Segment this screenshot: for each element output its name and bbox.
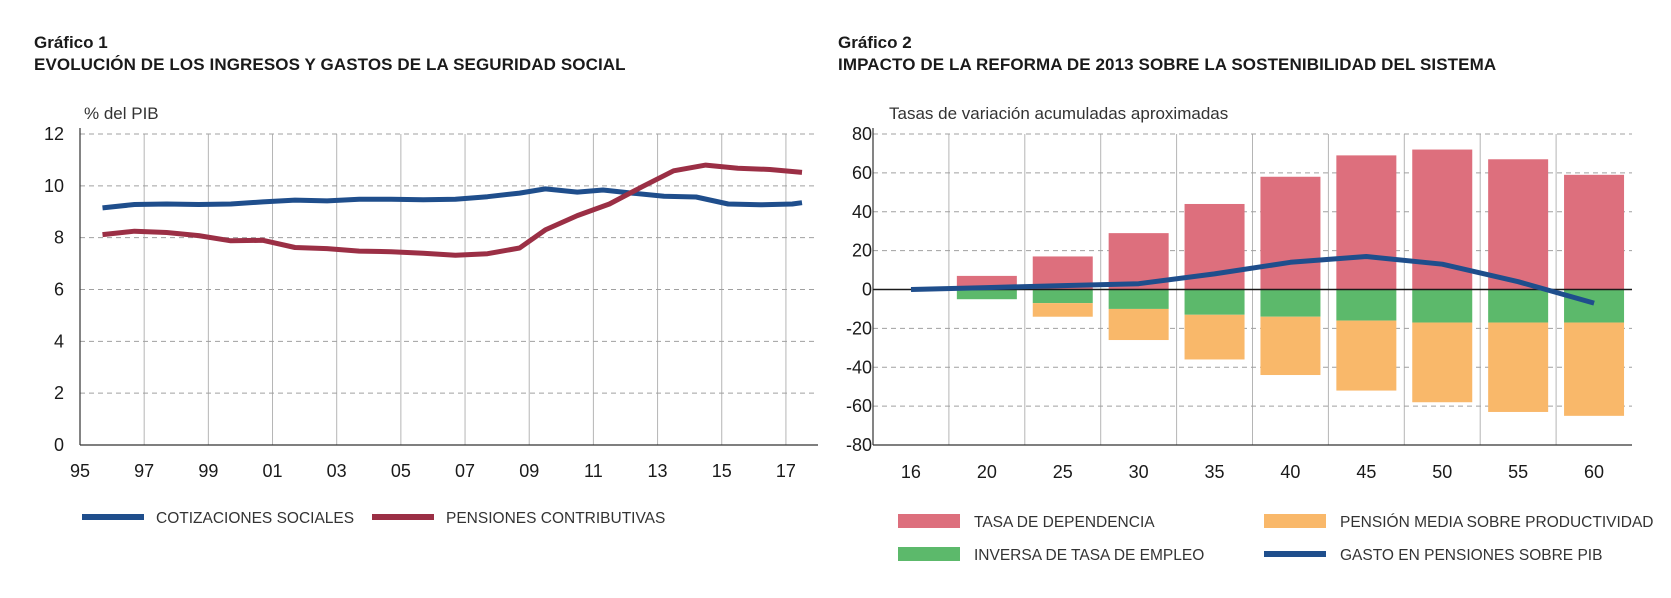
chart2-x-tick-label: 25 — [1053, 462, 1073, 482]
chart2-legend-label: PENSIÓN MEDIA SOBRE PRODUCTIVIDAD — [1340, 514, 1654, 531]
chart2-y-tick-label: 80 — [852, 124, 872, 144]
chart2-bar-empleo — [1032, 289, 1093, 304]
chart2-y-tick-label: 20 — [852, 241, 872, 261]
chart2-y-tick-label: 0 — [862, 280, 872, 300]
chart2-bar-productividad — [1260, 316, 1321, 376]
chart1-x-tick-label: 03 — [327, 461, 347, 481]
chart2-bar-dependencia — [1336, 155, 1397, 290]
chart1-x-tick-label: 11 — [584, 461, 603, 481]
chart2-title: IMPACTO DE LA REFORMA DE 2013 SOBRE LA S… — [838, 55, 1497, 74]
chart2-y-tick-label: 40 — [852, 202, 872, 222]
chart2-x-tick-label: 35 — [1205, 462, 1225, 482]
chart2-x-tick-label: 20 — [977, 462, 997, 482]
chart2-bar-dependencia — [1564, 174, 1625, 290]
chart1-header: Gráfico 1 EVOLUCIÓN DE LOS INGRESOS Y GA… — [34, 32, 626, 76]
chart2-bar-empleo — [1488, 289, 1549, 323]
chart1-y-tick-label: 6 — [54, 280, 64, 300]
chart2-bar-productividad — [1184, 314, 1245, 360]
chart1-x-tick-label: 13 — [648, 461, 668, 481]
chart2-x-tick-label: 60 — [1584, 462, 1604, 482]
chart1-y-tick-label: 12 — [44, 124, 64, 144]
chart2-legend-label: TASA DE DEPENDENCIA — [974, 514, 1155, 531]
chart2-legend-swatch — [898, 514, 960, 528]
chart1-legend-swatch — [372, 514, 434, 520]
chart2-y-tick-label: -40 — [846, 357, 872, 377]
chart1-line-chart: 0 2 4 6 8 10 12 95 97 99 01 03 05 07 09 11 13 15 17 % del P… — [44, 104, 818, 527]
chart1-legend-swatch — [82, 514, 144, 520]
chart2-x-tick-label: 45 — [1356, 462, 1376, 482]
chart1-x-tick-label: 01 — [263, 461, 283, 481]
chart1-x-tick-label: 07 — [455, 461, 475, 481]
chart2-series-line-gasto — [910, 254, 1595, 306]
chart1-x-tick-label: 17 — [776, 461, 796, 481]
chart2-x-tick-label: 16 — [901, 462, 921, 482]
chart1-y-tick-label: 0 — [54, 435, 64, 455]
chart1-y-tick-label: 8 — [54, 228, 64, 248]
chart1-x-tick-label: 05 — [391, 461, 411, 481]
chart2-y-tick-label: 60 — [852, 163, 872, 183]
chart2-bar-empleo — [1260, 289, 1321, 317]
chart2-bar-productividad — [1488, 322, 1549, 412]
chart2-y-tick-label: -20 — [846, 318, 872, 338]
chart2-legend-label: GASTO EN PENSIONES SOBRE PIB — [1340, 547, 1602, 564]
chart2-y-tick-label: -60 — [846, 396, 872, 416]
chart2-bar-productividad — [1032, 303, 1093, 317]
chart2-x-tick-label: 50 — [1432, 462, 1452, 482]
chart1-y-tick-label: 4 — [54, 331, 64, 351]
chart1-unit-label: % del PIB — [84, 104, 159, 123]
chart1-series-line-1 — [102, 186, 803, 211]
chart2-legend-swatch — [1264, 514, 1326, 528]
chart2-bar-empleo — [1336, 289, 1397, 321]
chart1-x-tick-label: 95 — [70, 461, 90, 481]
chart2-x-tick-label: 40 — [1280, 462, 1300, 482]
chart2-bar-empleo — [1108, 289, 1169, 309]
chart2-header: Gráfico 2 IMPACTO DE LA REFORMA DE 2013 … — [838, 32, 1496, 76]
chart2-bar-empleo — [956, 289, 1017, 300]
chart2-legend-swatch — [898, 547, 960, 561]
chart2-bar-productividad — [1336, 320, 1397, 391]
chart2-x-tick-label: 30 — [1129, 462, 1149, 482]
chart1-label: Gráfico 1 — [34, 33, 108, 52]
chart2-legend-label: INVERSA DE TASA DE EMPLEO — [974, 547, 1204, 564]
chart1-x-tick-label: 09 — [519, 461, 539, 481]
chart1-title: EVOLUCIÓN DE LOS INGRESOS Y GASTOS DE LA… — [34, 55, 626, 74]
chart2-bar-productividad — [1108, 308, 1169, 341]
chart2-legend-swatch — [1264, 551, 1326, 557]
chart2-bar-productividad — [1412, 322, 1473, 403]
chart1-x-tick-label: 97 — [134, 461, 154, 481]
chart2-x-tick-label: 55 — [1508, 462, 1528, 482]
chart1-legend-label: COTIZACIONES SOCIALES — [156, 510, 354, 527]
chart2-bar-dependencia — [1488, 159, 1549, 290]
chart2-unit-label: Tasas de variación acumuladas aproximada… — [889, 104, 1228, 123]
chart2-bar-dependencia — [1260, 176, 1321, 290]
chart2-bar-empleo — [1412, 289, 1473, 323]
chart2-bar-empleo — [1184, 289, 1245, 315]
chart1-x-tick-label: 15 — [712, 461, 732, 481]
chart2-bar-empleo — [1564, 289, 1625, 323]
chart1-y-tick-label: 10 — [44, 176, 64, 196]
chart1-legend-label: PENSIONES CONTRIBUTIVAS — [446, 510, 665, 527]
chart2-y-tick-label: -80 — [846, 435, 872, 455]
chart1-x-tick-label: 99 — [198, 461, 218, 481]
chart2-label: Gráfico 2 — [838, 33, 912, 52]
chart2-stacked-bar-chart: 80 60 40 20 0 -20 -40 -60 -80 16 20 25 30 35 40 45 50 55 6… — [846, 104, 1654, 564]
chart1-y-tick-label: 2 — [54, 383, 64, 403]
chart1-series-line-2 — [102, 162, 803, 258]
chart2-bar-productividad — [1564, 322, 1625, 416]
